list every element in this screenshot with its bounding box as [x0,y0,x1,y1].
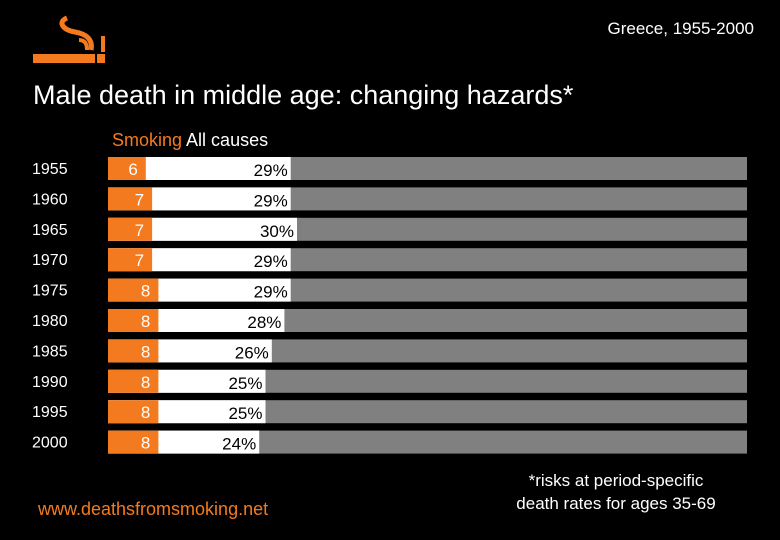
bar-smoking-1960 [108,187,153,211]
row-label-1975: 1975 [32,283,68,300]
bar-smoking-1995 [108,400,159,424]
chart-title: Male death in middle age: changing hazar… [33,80,574,110]
smoking-value-1965: 7 [135,221,144,240]
smoking-value-1995: 8 [141,403,150,422]
footnote-line-2: death rates for ages 35-69 [516,494,716,513]
region-label: Greece, 1955-2000 [607,19,755,38]
smoking-value-1980: 8 [141,312,150,331]
all-causes-value-1985: 26% [235,343,269,362]
bar-all-causes-1965 [108,217,297,241]
all-causes-value-1955: 29% [254,161,288,180]
row-label-2000: 2000 [32,435,68,452]
bar-track-1990 [108,369,747,393]
bar-track-1995 [108,400,747,424]
footnote: *risks at period-specific death rates fo… [486,469,746,515]
row-label-1980: 1980 [32,313,68,330]
bar-all-causes-1970 [108,248,291,272]
row-label-1970: 1970 [32,252,68,269]
bar-smoking-2000 [108,430,159,454]
bar-smoking-1955 [108,157,146,180]
all-causes-value-1975: 29% [254,283,288,302]
bar-smoking-1980 [108,309,159,332]
bar-track-2000 [108,430,747,454]
bar-smoking-1990 [108,369,159,393]
row-label-1995: 1995 [32,404,68,421]
all-causes-value-1990: 25% [228,374,262,393]
smoking-value-1990: 8 [141,373,150,392]
smoking-value-1970: 7 [135,251,144,270]
bar-all-causes-1955 [108,157,291,180]
all-causes-value-1995: 25% [228,404,262,423]
legend-all-causes: All causes [186,130,269,150]
legend-smoking: Smoking [112,130,183,150]
all-causes-value-2000: 24% [222,435,256,454]
smoking-value-1975: 8 [141,282,150,301]
bar-all-causes-1960 [108,187,291,211]
row-label-1990: 1990 [32,374,68,391]
smoking-value-2000: 8 [141,434,150,453]
bar-smoking-1985 [108,339,159,363]
cigarette-smoke-icon [33,15,105,63]
all-causes-value-1970: 29% [254,252,288,271]
smoking-value-1985: 8 [141,342,150,361]
row-label-1985: 1985 [32,343,68,360]
footer-url[interactable]: www.deathsfromsmoking.net [38,499,269,519]
smoking-value-1955: 6 [128,160,137,179]
row-label-1965: 1965 [32,222,68,239]
all-causes-value-1980: 28% [247,313,281,332]
all-causes-value-1965: 30% [260,222,294,241]
row-label-1960: 1960 [32,191,68,208]
bar-smoking-1975 [108,278,159,302]
bar-smoking-1970 [108,248,153,272]
all-causes-value-1960: 29% [254,191,288,210]
smoking-value-1960: 7 [135,190,144,209]
bar-smoking-1965 [108,217,153,241]
row-label-1955: 1955 [32,161,68,178]
legend: Smoking All causes [112,130,268,151]
footnote-line-1: *risks at period-specific [528,471,704,490]
